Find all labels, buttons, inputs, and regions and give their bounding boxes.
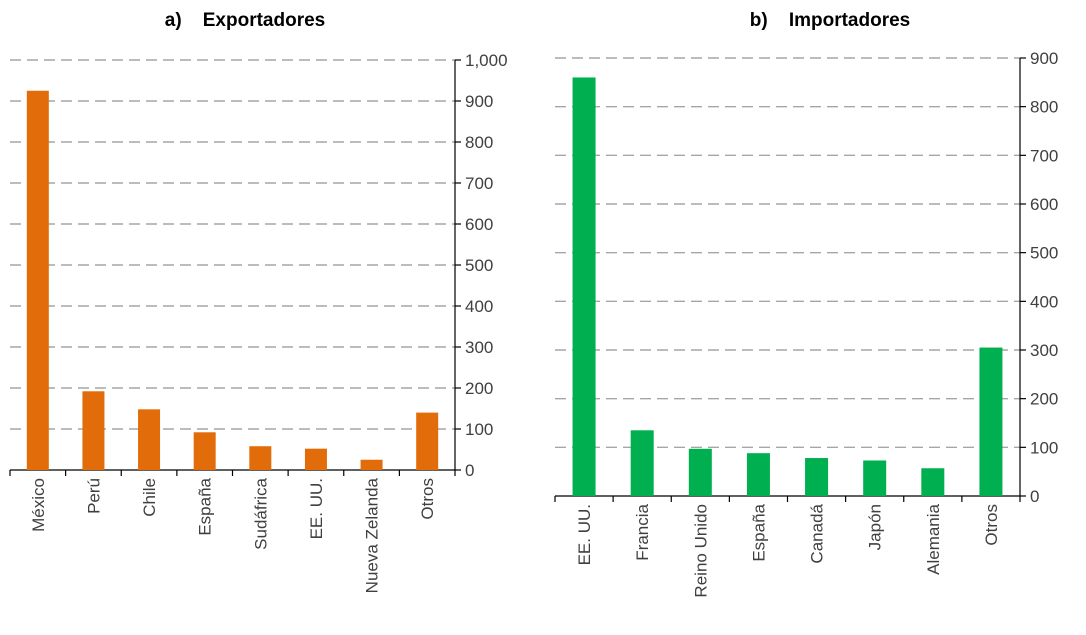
- exporters-bar-4: [193, 432, 216, 470]
- exporters-y-tick-label: 400: [465, 297, 493, 316]
- importers-bar-2: [630, 430, 654, 496]
- importers-bar-6: [863, 460, 887, 496]
- importers-category-label: Reino Unido: [691, 504, 710, 598]
- exporters-category-label: Otros: [418, 478, 437, 520]
- importers-bar-5: [805, 458, 829, 496]
- exporters-y-tick-label: 100: [465, 420, 493, 439]
- exporters-bar-3: [138, 409, 161, 470]
- exporters-bar-8: [416, 412, 439, 470]
- exporters-category-label: Sudáfrica: [251, 477, 270, 549]
- importers-category-label: EE. UU.: [575, 504, 594, 565]
- importers-y-tick-label: 300: [1030, 341, 1058, 360]
- importers-y-tick-label: 800: [1030, 98, 1058, 117]
- exporters-y-tick-label: 1,000: [465, 51, 508, 70]
- importers-y-tick-label: 0: [1030, 487, 1039, 506]
- exporters-title: a) Exportadores: [165, 10, 326, 31]
- importers-y-tick-label: 500: [1030, 244, 1058, 263]
- importers-chart: b) Importadores 0 100 200 300 400 500 600 700 80…: [554, 10, 1058, 598]
- importers-category-label: Japón: [866, 504, 885, 550]
- importers-bar-4: [746, 453, 770, 496]
- importers-y-tick-label: 900: [1030, 49, 1058, 68]
- importers-category-label: Alemania: [924, 503, 943, 574]
- exporters-category-label: EE. UU.: [307, 478, 326, 539]
- exporters-bar-6: [304, 448, 327, 470]
- exporters-y-tick-label: 500: [465, 256, 493, 275]
- exporters-y-tick-label: 900: [465, 92, 493, 111]
- importers-y-tick-label: 700: [1030, 146, 1058, 165]
- exporters-bar-5: [249, 446, 272, 470]
- exporters-category-label: Perú: [84, 478, 103, 514]
- importers-bar-3: [688, 448, 712, 496]
- exporters-category-label: México: [29, 478, 48, 532]
- importers-y-tick-label: 200: [1030, 390, 1058, 409]
- exporters-y-tick-label: 600: [465, 215, 493, 234]
- exporters-chart: a) Exportadores 0 100 200 300 400 500 600 700 80…: [9, 10, 508, 593]
- importers-category-label: Canadá: [808, 503, 827, 563]
- importers-y-tick-label: 600: [1030, 195, 1058, 214]
- importers-y-tick-label: 100: [1030, 438, 1058, 457]
- exporters-category-label: España: [196, 477, 215, 535]
- importers-bar-7: [921, 468, 945, 496]
- importers-y-tick-label: 400: [1030, 292, 1058, 311]
- exporters-y-tick-label: 700: [465, 174, 493, 193]
- exporters-y-tick-label: 0: [465, 461, 474, 480]
- exporters-y-tick-label: 200: [465, 379, 493, 398]
- exporters-category-label: Nueva Zelanda: [363, 477, 382, 593]
- importers-category-label: Otros: [982, 504, 1001, 546]
- importers-category-label: Francia: [633, 503, 652, 560]
- importers-bar-8: [979, 347, 1003, 496]
- importers-category-label: España: [749, 503, 768, 561]
- exporters-category-label: Chile: [140, 478, 159, 517]
- exporters-bar-2: [82, 391, 105, 470]
- exporters-bar-1: [26, 90, 49, 470]
- exporters-y-tick-label: 800: [465, 133, 493, 152]
- importers-bar-1: [572, 77, 596, 496]
- importers-title: b) Importadores: [750, 10, 910, 31]
- exporters-y-tick-label: 300: [465, 338, 493, 357]
- exporters-bar-7: [360, 459, 383, 470]
